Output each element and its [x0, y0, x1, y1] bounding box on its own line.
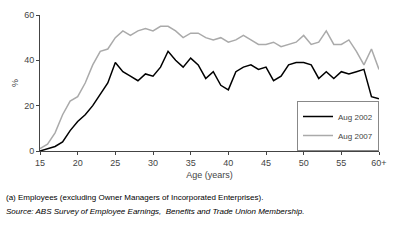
svg-text:55: 55: [336, 158, 346, 168]
svg-text:60: 60: [24, 10, 34, 20]
svg-text:Aug 2002: Aug 2002: [338, 113, 373, 122]
svg-text:35: 35: [186, 158, 196, 168]
svg-text:40: 40: [223, 158, 233, 168]
svg-text:30: 30: [148, 158, 158, 168]
svg-text:Age (years): Age (years): [186, 170, 233, 180]
svg-text:0: 0: [29, 146, 34, 156]
svg-text:Source: ABS Survey of Employee: Source: ABS Survey of Employee Earnings,…: [6, 207, 304, 216]
svg-text:50: 50: [299, 158, 309, 168]
svg-text:20: 20: [73, 158, 83, 168]
svg-text:15: 15: [35, 158, 45, 168]
svg-text:45: 45: [261, 158, 271, 168]
svg-text:Aug 2007: Aug 2007: [338, 132, 373, 141]
svg-text:60+: 60+: [371, 158, 386, 168]
svg-text:20: 20: [24, 101, 34, 111]
svg-text:(a) Employees (excluding Owner: (a) Employees (excluding Owner Managers …: [6, 193, 263, 202]
svg-text:%: %: [10, 79, 20, 87]
svg-text:40: 40: [24, 55, 34, 65]
svg-text:25: 25: [110, 158, 120, 168]
